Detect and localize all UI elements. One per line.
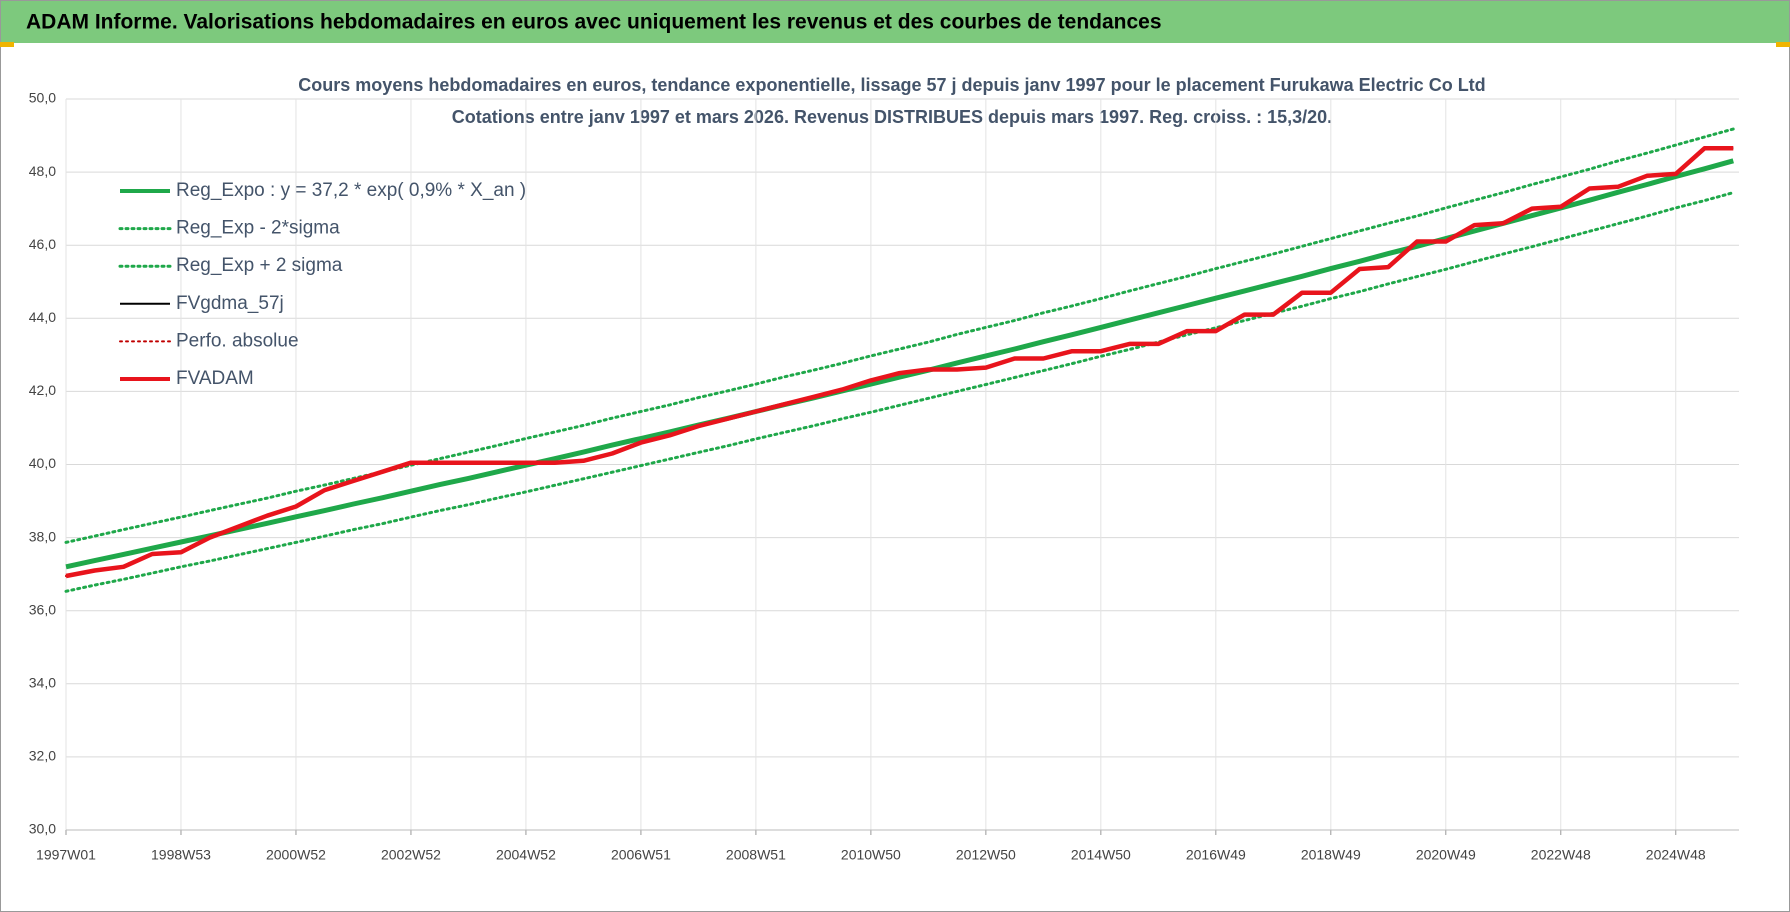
series-line <box>65 146 1734 579</box>
y-tick-label: 38,0 <box>29 528 56 544</box>
x-tick-label: 2016W49 <box>1186 847 1246 863</box>
x-tick-label: 2006W51 <box>611 847 671 863</box>
y-tick-label: 36,0 <box>29 601 56 617</box>
y-tick-label: 30,0 <box>29 821 56 837</box>
x-tick-label: 2020W49 <box>1416 847 1476 863</box>
legend-label: Reg_Exp + 2 sigma <box>176 255 343 276</box>
x-tick-label: 2024W48 <box>1646 847 1706 863</box>
y-tick-label: 50,0 <box>29 90 56 106</box>
x-tick-label: 2010W50 <box>841 847 901 863</box>
x-tick-label: 2008W51 <box>726 847 786 863</box>
header-title: ADAM Informe. Valorisations hebdomadaire… <box>26 11 1162 34</box>
x-tick-label: 2014W50 <box>1071 847 1131 863</box>
legend-label: FVgdma_57j <box>176 293 284 314</box>
x-tick-label: 2004W52 <box>496 847 556 863</box>
x-tick-label: 1997W01 <box>36 847 96 863</box>
y-tick-label: 32,0 <box>29 748 56 764</box>
y-tick-label: 34,0 <box>29 675 56 691</box>
legend-label: FVADAM <box>176 368 254 389</box>
legend-label: Perfo. absolue <box>176 330 299 351</box>
chart-title: Cours moyens hebdomadaires en euros, ten… <box>298 75 1485 95</box>
y-tick-label: 40,0 <box>29 455 56 471</box>
chart-subtitle: Cotations entre janv 1997 et mars 2026. … <box>452 107 1332 127</box>
x-tick-label: 2022W48 <box>1531 847 1591 863</box>
y-tick-label: 42,0 <box>29 382 56 398</box>
y-tick-label: 44,0 <box>29 309 56 325</box>
y-tick-label: 48,0 <box>29 163 56 179</box>
x-tick-label: 2000W52 <box>266 847 326 863</box>
series-line <box>64 127 1735 544</box>
corner <box>0 42 14 47</box>
x-tick-label: 2002W52 <box>381 847 441 863</box>
corner <box>1776 42 1790 47</box>
x-tick-label: 1998W53 <box>151 847 211 863</box>
series-line <box>64 191 1735 593</box>
legend-label: Reg_Expo : y = 37,2 * exp( 0,9% * X_an ) <box>176 180 526 201</box>
x-tick-label: 2018W49 <box>1301 847 1361 863</box>
y-tick-label: 46,0 <box>29 236 56 252</box>
x-tick-label: 2012W50 <box>956 847 1016 863</box>
header-bar <box>1 1 1789 43</box>
legend-label: Reg_Exp - 2*sigma <box>176 218 340 239</box>
